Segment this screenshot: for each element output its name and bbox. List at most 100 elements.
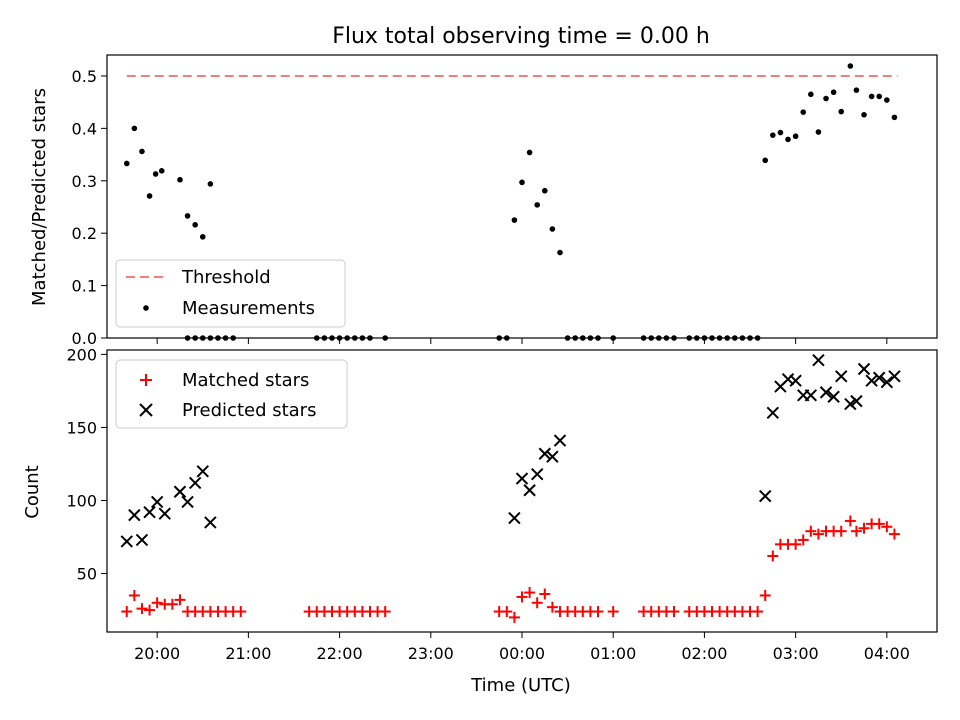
matched-star-point [508,611,520,623]
measurement-point [785,136,791,143]
predicted-star-point [523,484,536,497]
predicted-star-point [789,374,802,387]
legend-measurements-swatch [143,305,149,311]
bottom-ytick-label: 50 [77,565,97,584]
bottom-yaxis: 50 100 150 200 [66,345,107,584]
measurement-point [158,168,165,174]
matched-star-point [235,606,247,618]
predicted-star-point [508,511,521,525]
matched-star-point [151,597,163,609]
matched-star-point [121,606,133,618]
legend-predicted-label: Predicted stars [182,400,316,421]
predicted-star-point [150,495,164,509]
bottom-panel: 50 100 150 200 20:00 21:00 22:00 23:00 00:00 01:… [22,345,938,696]
matched-star-point [539,588,551,600]
top-ytick-label: 0.4 [72,119,97,138]
matched-star-point [850,525,862,537]
bottom-axes-frame [106,349,938,633]
measurement-point [861,111,867,118]
predicted-star-point [546,450,559,463]
bottom-ytick-label: 200 [66,345,97,364]
predicted-star-point [181,495,194,509]
top-axes-frame [106,54,938,339]
matched-star-point [531,597,543,609]
matched-star-point [888,528,900,540]
matched-star-point [516,591,528,603]
bottom-ytick-label: 100 [66,491,97,510]
measurement-point [777,129,784,136]
figure-title: Flux total observing time = 0.00 h [332,24,710,49]
predicted-star-point [204,516,217,529]
top-xaxis [156,338,888,344]
predicted-star-point [158,507,171,520]
measurement-point [534,202,541,208]
bottom-ylabel: Count [22,465,43,518]
top-plot-area [123,63,898,341]
top-ylabel: Matched/Predicted stars [29,88,50,306]
bottom-xtick-label: 00:00 [499,644,545,663]
predicted-star-point [188,476,202,490]
matched-star-point [546,601,558,613]
measurement-point [131,125,138,132]
predicted-star-point [850,394,863,408]
matched-star-point [607,606,619,618]
measurement-point [800,109,807,115]
top-ytick-label: 0.5 [72,67,97,86]
bottom-xtick-label: 03:00 [773,644,819,663]
bottom-xtick-label: 02:00 [681,644,727,663]
legend-box [115,359,348,429]
predicted-star-point [844,397,857,411]
matched-star-point [881,521,893,533]
measurement-point [152,171,159,177]
top-panel: 0.0 0.1 0.2 0.3 0.4 0.5 Matched/Predicted sta… [29,54,938,348]
bottom-legend: Matched stars Predicted stars [115,359,348,429]
predicted-star-point [873,371,886,384]
bottom-xtick-label: 04:00 [864,644,910,663]
measurement-point [838,108,845,115]
measurement-point [139,148,145,155]
bottom-ytick-label: 150 [66,418,97,437]
predicted-star-point [135,533,149,547]
bottom-xaxis: 20:00 21:00 22:00 23:00 00:00 01:00 02:00 03:00… [134,632,910,663]
predicted-star-point [857,362,871,376]
matched-star-point [501,606,513,618]
predicted-star-point [530,467,544,481]
legend-matched-swatch [140,374,152,386]
predicted-star-point [553,434,567,447]
predicted-star-point [804,389,818,402]
measurement-point [177,176,183,183]
measurement-point [526,149,533,156]
matched-star-point [136,603,148,615]
predicted-star-point [120,535,133,548]
matched-star-point [524,587,536,599]
top-ytick-label: 0.1 [72,277,97,296]
top-ytick-label: 0.0 [72,329,97,348]
matched-star-point [835,525,847,537]
matched-star-point [174,594,186,606]
matched-star-point [790,538,802,550]
legend-measurements-label: Measurements [182,298,315,319]
bottom-xtick-label: 20:00 [134,644,180,663]
measurement-point [184,213,191,219]
top-yaxis: 0.0 0.1 0.2 0.3 0.4 0.5 [72,67,107,348]
bottom-xtick-label: 21:00 [225,644,271,663]
measurement-point [847,63,854,69]
measurement-point [823,95,829,102]
measurement-point [519,179,525,186]
measurement-point [762,157,769,164]
matched-star-point [668,606,680,618]
predicted-star-point [538,447,552,460]
measurement-point [557,249,563,256]
predicted-star-point [143,505,156,519]
measurement-point [891,114,898,121]
predicted-star-point [880,375,894,389]
measurement-point [549,226,556,232]
bottom-xtick-label: 22:00 [317,644,363,663]
matched-star-point [858,522,870,534]
matched-star-point [844,515,856,527]
matched-star-point [767,550,779,562]
legend-box [115,259,346,328]
legend-predicted-swatch [139,403,153,417]
predicted-star-point [835,370,848,383]
